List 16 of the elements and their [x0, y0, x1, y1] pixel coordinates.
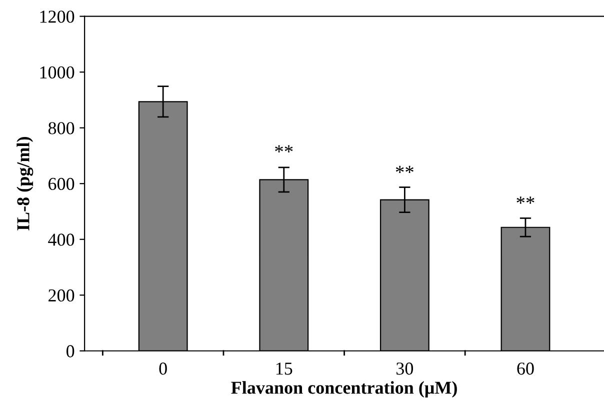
x-tick-label: 30: [396, 362, 414, 375]
y-tick-label: 800: [48, 122, 74, 134]
y-tick-label: 1200: [40, 10, 74, 23]
y-tick-label: 1000: [40, 66, 74, 79]
annotation: **: [275, 145, 293, 152]
annotation: **: [516, 196, 534, 204]
x-axis-title: Flavanon concentration (μM): [231, 381, 457, 398]
y-tick-label: 0: [66, 345, 74, 358]
x-tick-label: 0: [159, 362, 167, 375]
y-tick-label: 200: [48, 289, 74, 302]
y-tick-label: 600: [48, 178, 74, 190]
x-tick-label: 15: [276, 362, 292, 375]
y-axis-title: IL-8 (pg/ml): [16, 136, 34, 230]
annotation: **: [396, 166, 414, 174]
x-tick-label: 60: [517, 362, 534, 375]
y-tick-label: 400: [48, 234, 74, 246]
